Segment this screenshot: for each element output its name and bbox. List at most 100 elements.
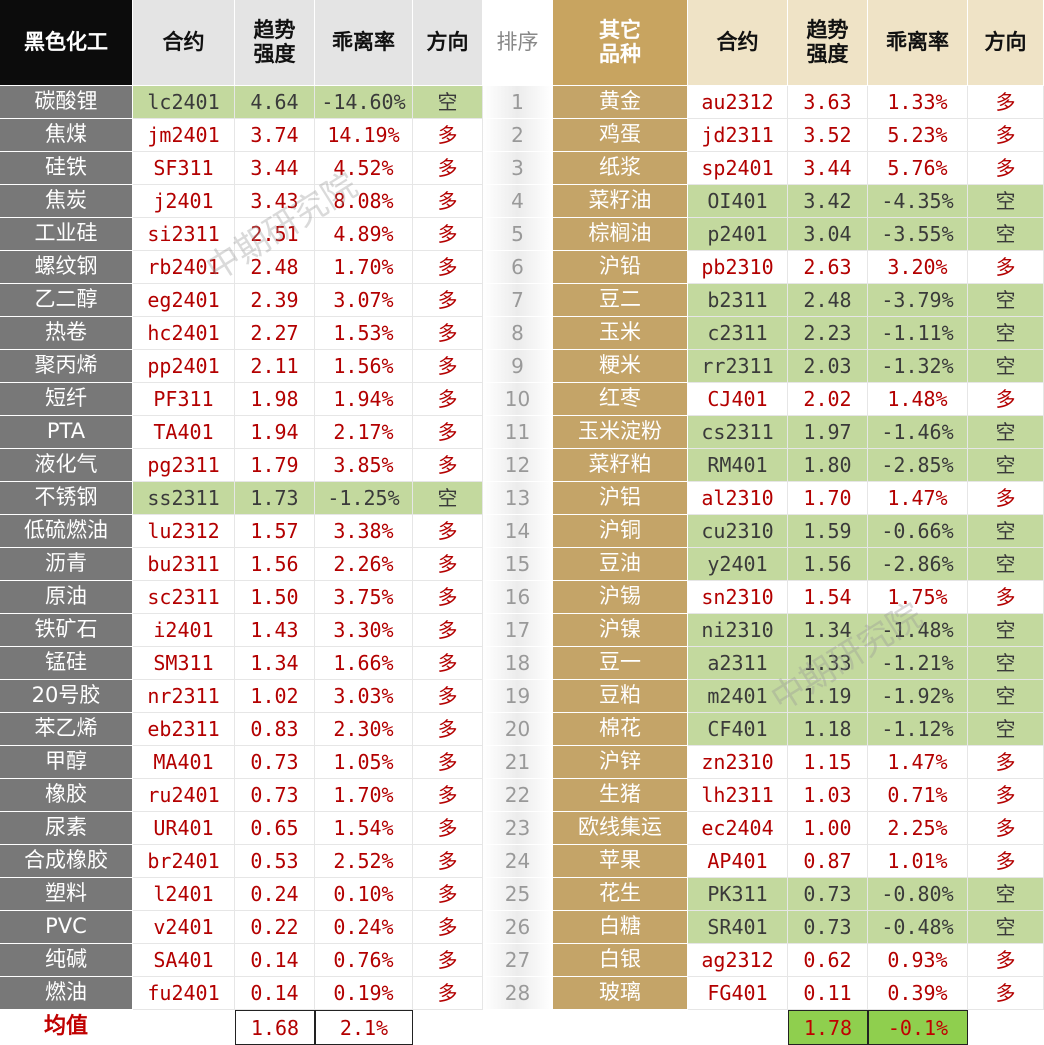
direction-cell: 多 (413, 449, 483, 482)
deviation-cell: -1.12% (868, 713, 968, 746)
category-name: 沥青 (0, 548, 133, 581)
footer-blank (133, 1010, 235, 1045)
contract-cell: pg2311 (133, 449, 235, 482)
deviation-cell: 4.52% (315, 152, 413, 185)
contract-cell: jd2311 (688, 119, 788, 152)
deviation-cell: 2.52% (315, 845, 413, 878)
rank-cell: 15 (483, 548, 553, 581)
rank-cell: 14 (483, 515, 553, 548)
deviation-cell: 2.17% (315, 416, 413, 449)
direction-cell: 多 (413, 218, 483, 251)
category-name: 燃油 (0, 977, 133, 1010)
direction-cell: 多 (413, 548, 483, 581)
column-header: 排序 (483, 0, 553, 86)
category-name: 液化气 (0, 449, 133, 482)
contract-cell: AP401 (688, 845, 788, 878)
category-name: 菜籽油 (553, 185, 688, 218)
footer-blank (688, 1010, 788, 1045)
direction-cell: 多 (413, 119, 483, 152)
rank-cell: 23 (483, 812, 553, 845)
direction-cell: 空 (968, 218, 1044, 251)
contract-cell: lh2311 (688, 779, 788, 812)
column-header: 趋势 强度 (788, 0, 868, 86)
direction-cell: 空 (968, 515, 1044, 548)
contract-cell: SR401 (688, 911, 788, 944)
rank-cell: 22 (483, 779, 553, 812)
category-name: 锰硅 (0, 647, 133, 680)
deviation-cell: -3.79% (868, 284, 968, 317)
category-name: 沪铝 (553, 482, 688, 515)
direction-cell: 多 (413, 845, 483, 878)
strength-cell: 3.43 (235, 185, 315, 218)
category-name: 甲醇 (0, 746, 133, 779)
contract-cell: b2311 (688, 284, 788, 317)
direction-cell: 多 (968, 779, 1044, 812)
category-name: 纸浆 (553, 152, 688, 185)
rank-cell: 11 (483, 416, 553, 449)
strength-cell: 0.73 (788, 878, 868, 911)
footer-blank (413, 1010, 483, 1045)
rank-cell: 6 (483, 251, 553, 284)
column-header: 趋势 强度 (235, 0, 315, 86)
category-name: 纯碱 (0, 944, 133, 977)
strength-cell: 1.79 (235, 449, 315, 482)
deviation-cell: 2.30% (315, 713, 413, 746)
strength-cell: 0.24 (235, 878, 315, 911)
category-name: 铁矿石 (0, 614, 133, 647)
category-name: 塑料 (0, 878, 133, 911)
category-name: 沪锡 (553, 581, 688, 614)
contract-cell: OI401 (688, 185, 788, 218)
contract-cell: SM311 (133, 647, 235, 680)
contract-cell: PK311 (688, 878, 788, 911)
category-name: 苹果 (553, 845, 688, 878)
contract-cell: TA401 (133, 416, 235, 449)
strength-cell: 2.51 (235, 218, 315, 251)
strength-cell: 0.73 (788, 911, 868, 944)
contract-cell: eg2401 (133, 284, 235, 317)
deviation-cell: -0.80% (868, 878, 968, 911)
deviation-cell: -1.11% (868, 317, 968, 350)
direction-cell: 多 (968, 383, 1044, 416)
deviation-cell: 2.25% (868, 812, 968, 845)
column-header: 其它 品种 (553, 0, 688, 86)
rank-cell: 7 (483, 284, 553, 317)
deviation-cell: 0.71% (868, 779, 968, 812)
category-name: 鸡蛋 (553, 119, 688, 152)
contract-cell: lc2401 (133, 86, 235, 119)
category-name: 原油 (0, 581, 133, 614)
rank-cell: 19 (483, 680, 553, 713)
deviation-cell: -3.55% (868, 218, 968, 251)
deviation-cell: -0.66% (868, 515, 968, 548)
direction-cell: 空 (968, 911, 1044, 944)
deviation-cell: 5.76% (868, 152, 968, 185)
direction-cell: 多 (413, 746, 483, 779)
deviation-cell: 3.85% (315, 449, 413, 482)
strength-cell: 0.65 (235, 812, 315, 845)
direction-cell: 多 (413, 878, 483, 911)
rank-cell: 12 (483, 449, 553, 482)
footer-blank (968, 1010, 1044, 1045)
direction-cell: 多 (968, 251, 1044, 284)
direction-cell: 多 (413, 515, 483, 548)
direction-cell: 多 (413, 185, 483, 218)
strength-cell: 1.34 (235, 647, 315, 680)
deviation-cell: 1.70% (315, 779, 413, 812)
footer-blank (553, 1010, 688, 1045)
column-header: 方向 (968, 0, 1044, 86)
contract-cell: rr2311 (688, 350, 788, 383)
strength-cell: 1.50 (235, 581, 315, 614)
direction-cell: 多 (413, 779, 483, 812)
strength-cell: 3.52 (788, 119, 868, 152)
category-name: 工业硅 (0, 218, 133, 251)
deviation-cell: 2.26% (315, 548, 413, 581)
contract-cell: ec2404 (688, 812, 788, 845)
rank-cell: 20 (483, 713, 553, 746)
contract-cell: a2311 (688, 647, 788, 680)
direction-cell: 多 (968, 581, 1044, 614)
strength-cell: 1.70 (788, 482, 868, 515)
column-header: 方向 (413, 0, 483, 86)
deviation-cell: 4.89% (315, 218, 413, 251)
strength-cell: 0.73 (235, 746, 315, 779)
deviation-cell: 1.47% (868, 482, 968, 515)
direction-cell: 多 (413, 416, 483, 449)
